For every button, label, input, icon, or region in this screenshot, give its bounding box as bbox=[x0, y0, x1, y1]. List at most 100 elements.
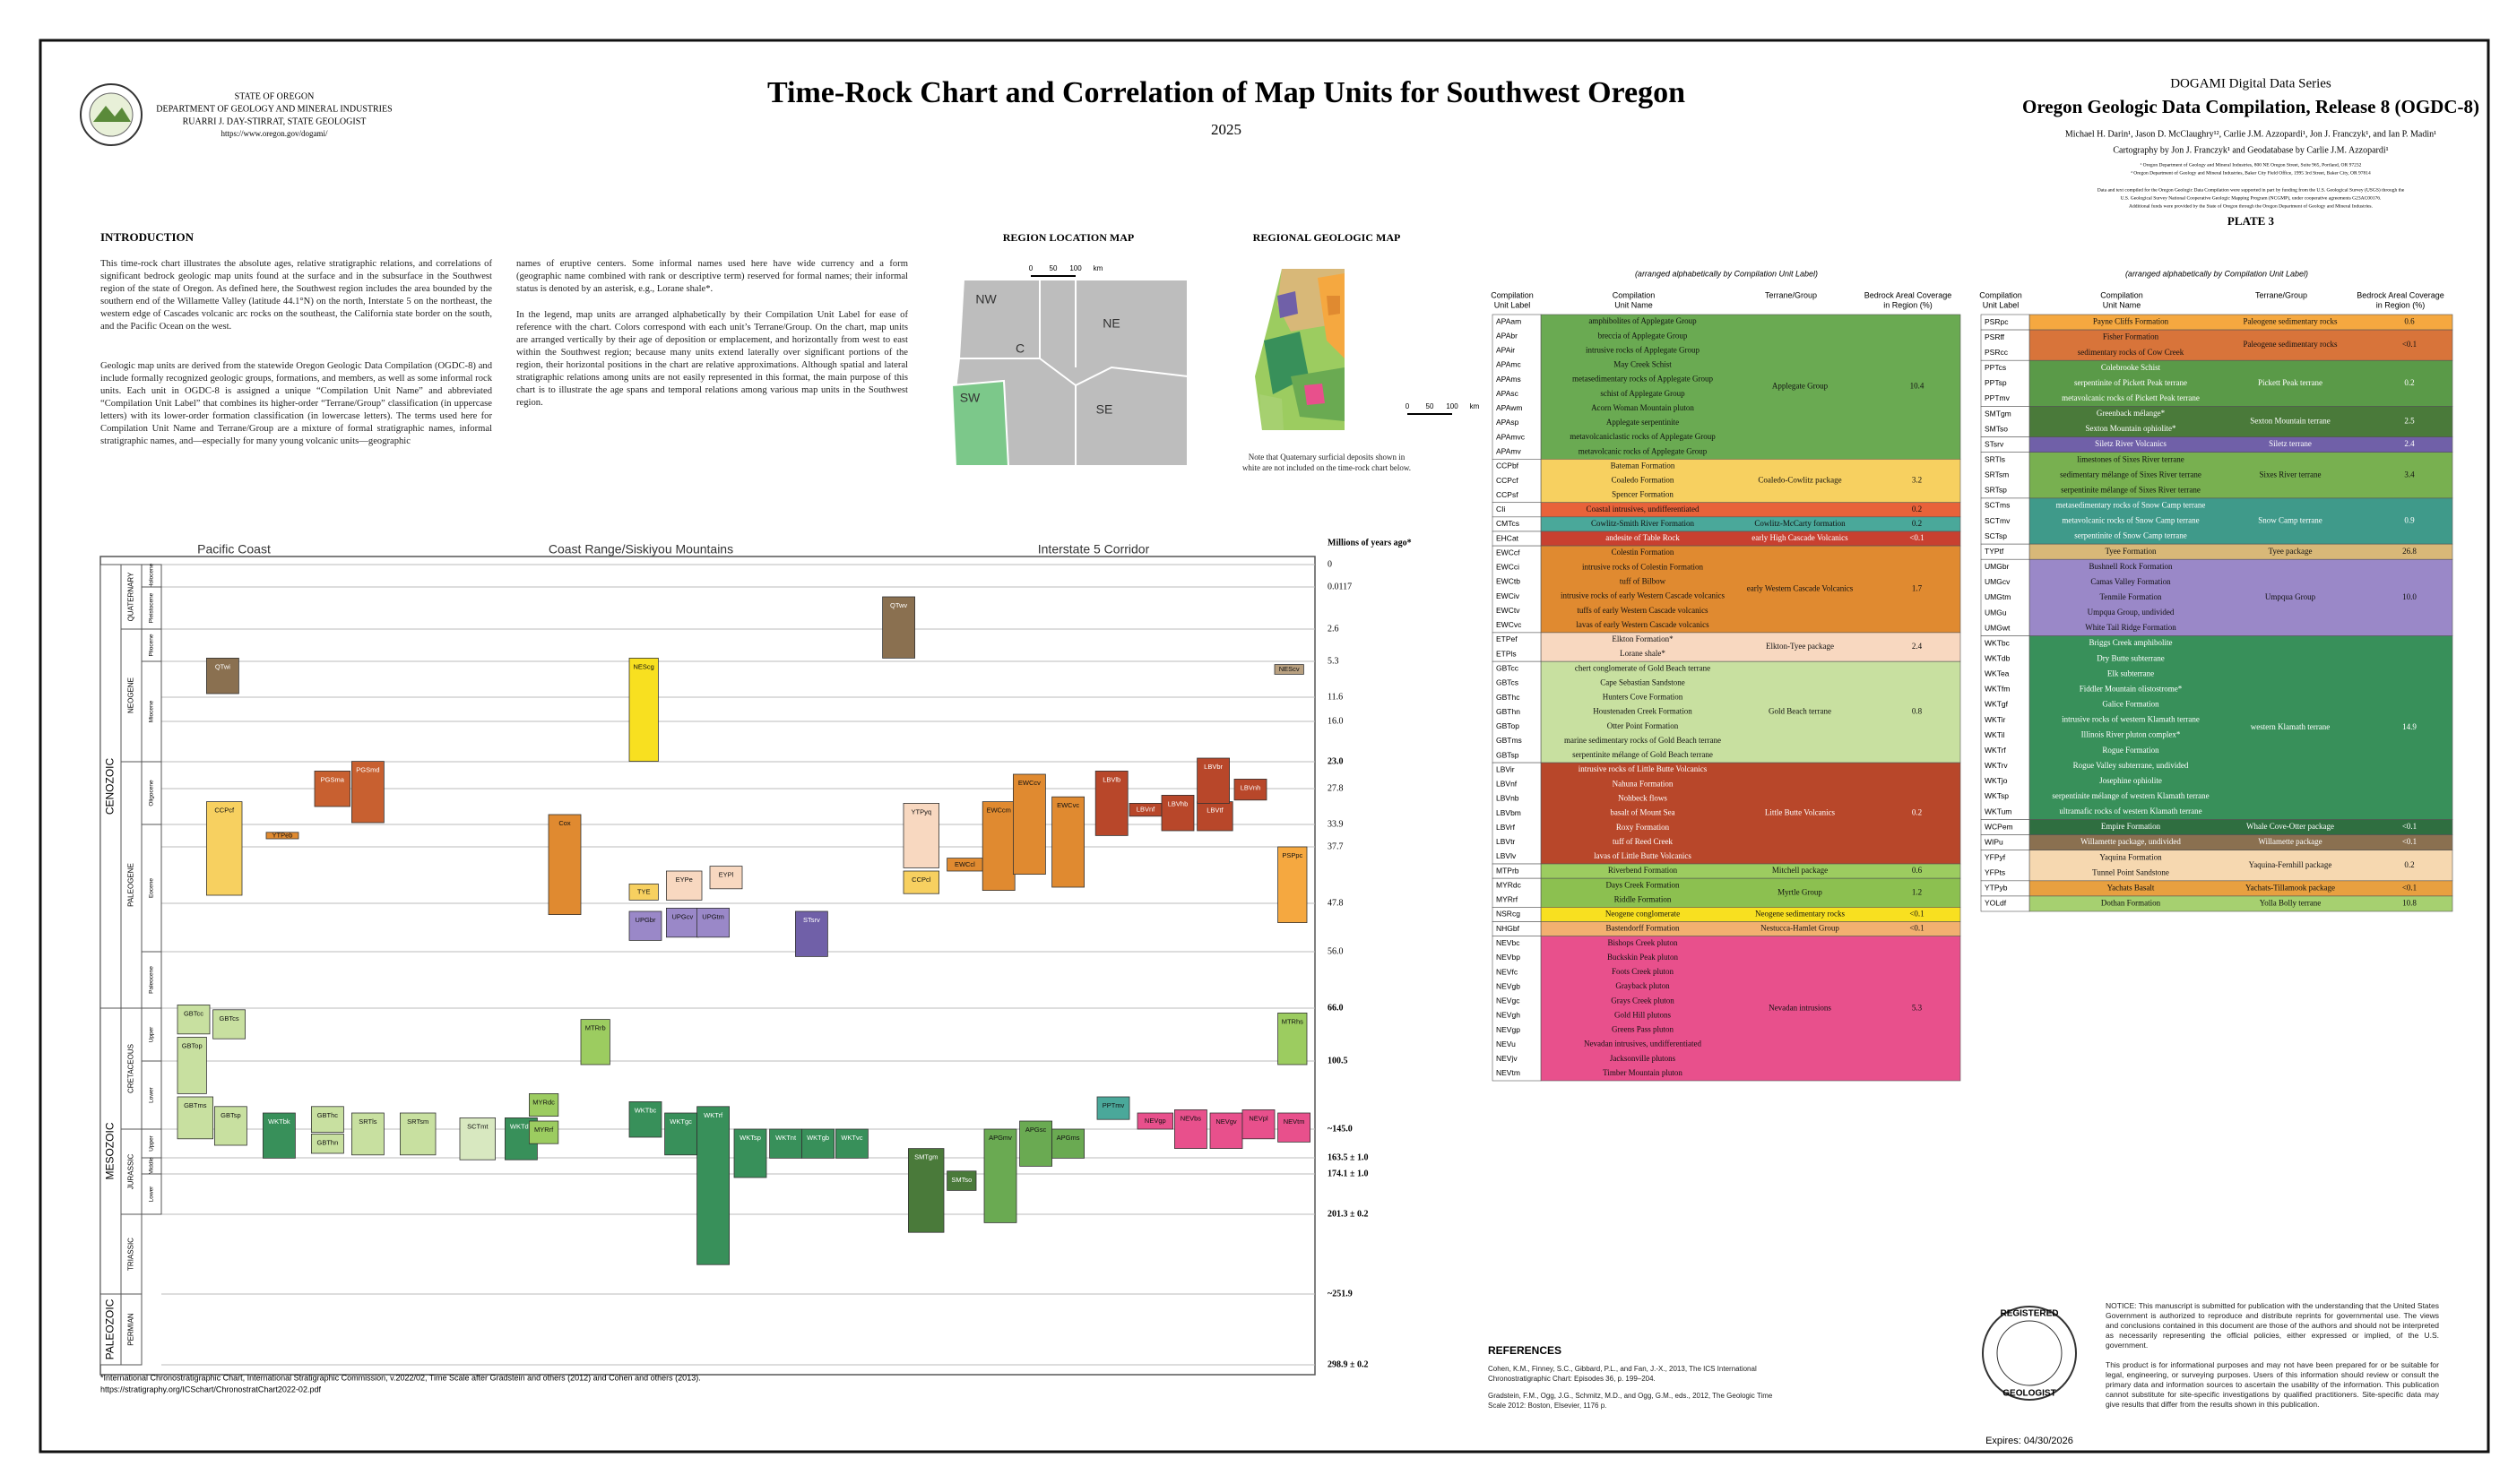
period-label: PALEOGENE bbox=[127, 863, 135, 907]
unit-code: NEVbp bbox=[1496, 953, 1520, 962]
coverage: 10.4 bbox=[1910, 382, 1925, 391]
unit-label: CCPcf bbox=[214, 807, 235, 815]
terrane-name: Nevadan intrusions bbox=[1769, 1003, 1831, 1012]
unit-box bbox=[310, 1134, 344, 1154]
unit-name: marine sedimentary rocks of Gold Beach t… bbox=[1564, 736, 1721, 745]
unit-name: intrusive rocks of Little Butte Volcanic… bbox=[1579, 764, 1708, 773]
legend-group bbox=[2028, 850, 2453, 882]
age-label: 163.5 ± 1.0 bbox=[1328, 1152, 1369, 1162]
unit-box bbox=[709, 866, 743, 890]
age-label: 11.6 bbox=[1328, 692, 1343, 702]
unit-name: Fisher Formation bbox=[2103, 332, 2159, 341]
unit-box bbox=[262, 1112, 296, 1159]
unit-name: Tyee Formation bbox=[2105, 547, 2157, 556]
unit-box bbox=[212, 1009, 247, 1040]
legend-group bbox=[1540, 660, 1961, 764]
unit-box bbox=[310, 1106, 344, 1134]
location-map bbox=[950, 275, 1189, 467]
unit-name: Buckskin Peak pluton bbox=[1607, 953, 1678, 962]
terrane-name: Mitchell package bbox=[1772, 866, 1828, 875]
unit-box bbox=[982, 801, 1016, 891]
coverage: 1.2 bbox=[1912, 887, 1922, 896]
unit-code: TYPtf bbox=[1985, 547, 2004, 556]
period-label: JURASSIC bbox=[127, 1153, 135, 1189]
unit-name: Galice Formation bbox=[2102, 700, 2159, 709]
age-label: 47.8 bbox=[1328, 898, 1344, 908]
unit-name: metavolcanic rocks of Snow Camp terrane bbox=[2062, 516, 2199, 525]
unit-box bbox=[983, 1128, 1017, 1223]
terrane-name: Yaquina-Fernhill package bbox=[2249, 860, 2332, 869]
terrane-name: early High Cascade Volcanics bbox=[1752, 533, 1848, 542]
expiry: Expires: 04/30/2026 bbox=[1985, 1436, 2073, 1446]
unit-name: intrusive rocks of Colestin Formation bbox=[1582, 562, 1703, 571]
unit-code: WKTrv bbox=[1985, 761, 2008, 770]
unit-box bbox=[350, 1112, 385, 1156]
unit-name: Colestin Formation bbox=[1612, 548, 1674, 556]
unit-code: NEVgp bbox=[1496, 1025, 1520, 1034]
unit-name: intrusive rocks of early Western Cascade… bbox=[1561, 591, 1726, 600]
legend-group bbox=[1540, 632, 1961, 662]
unit-name: Gold Hill plutons bbox=[1614, 1010, 1672, 1019]
unit-name: Tenmile Formation bbox=[2099, 592, 2162, 601]
unit-code: SCTsp bbox=[1985, 531, 2007, 540]
unit-box bbox=[205, 658, 239, 695]
legend-header: Compilation bbox=[1979, 290, 2022, 299]
unit-code: EWCtb bbox=[1496, 577, 1520, 586]
unit-code: MYRdc bbox=[1496, 880, 1522, 889]
unit-label: PSPpc bbox=[1282, 851, 1302, 859]
unit-code: MYRrf bbox=[1496, 895, 1518, 904]
unit-box bbox=[801, 1128, 835, 1159]
seal-text: REGISTERED bbox=[2000, 1309, 2058, 1319]
unit-name: serpentinite mélange of western Klamath … bbox=[2052, 791, 2209, 800]
legend-label-cell bbox=[1980, 850, 2030, 882]
unit-name: serpentinite mélange of Sixes River terr… bbox=[2061, 485, 2201, 494]
unit-name: sedimentary rocks of Cow Creek bbox=[2078, 348, 2184, 357]
unit-name: Fiddler Mountain olistostrome* bbox=[2080, 684, 2183, 693]
coverage: 26.8 bbox=[2402, 547, 2417, 556]
unit-box bbox=[628, 1101, 662, 1138]
age-label: 5.3 bbox=[1328, 656, 1339, 666]
age-label: 0.0117 bbox=[1328, 582, 1352, 591]
terrane-name: Paleogene sedimentary rocks bbox=[2244, 340, 2338, 349]
header-note: U.S. Geological Survey National Cooperat… bbox=[2121, 194, 2382, 201]
unit-box bbox=[548, 814, 582, 915]
unit-name: intrusive rocks of Applegate Group bbox=[1586, 345, 1700, 354]
epoch-label: Pleistocene bbox=[149, 592, 155, 623]
unit-code: EWCci bbox=[1496, 563, 1519, 572]
terrane-name: Paleogene sedimentary rocks bbox=[2244, 317, 2338, 326]
unit-code: EWCiv bbox=[1496, 591, 1520, 600]
unit-name: Josephine ophiolite bbox=[2099, 776, 2162, 785]
agency-line: DEPARTMENT OF GEOLOGY AND MINERAL INDUST… bbox=[156, 104, 392, 114]
terrane-name: Umpqua Group bbox=[2265, 592, 2316, 601]
unit-label: APGmv bbox=[989, 1134, 1012, 1142]
unit-label: UPGtm bbox=[702, 912, 724, 920]
terrane-name: Yachats-Tillamook package bbox=[2245, 883, 2335, 892]
unit-code: NHGbf bbox=[1496, 924, 1520, 933]
legend-group bbox=[2028, 359, 2453, 407]
unit-code: CCPsf bbox=[1496, 490, 1518, 499]
unit-code: PPTsp bbox=[1985, 378, 2007, 387]
legend-label-cell bbox=[1980, 406, 2030, 437]
unit-name: Greenback mélange* bbox=[2097, 409, 2166, 418]
unit-name: sedimentary mélange of Sixes River terra… bbox=[2060, 470, 2201, 479]
notice: NOTICE: This manuscript is submitted for… bbox=[2106, 1301, 2439, 1350]
unit-box bbox=[1096, 1096, 1130, 1120]
unit-code: GBTcc bbox=[1496, 663, 1519, 672]
unit-code: APAam bbox=[1496, 316, 1521, 325]
age-label: 23.0 bbox=[1328, 756, 1344, 766]
unit-name: Coastal intrusives, undifferentiated bbox=[1586, 505, 1700, 513]
unit-box bbox=[908, 1148, 945, 1233]
unit-code: CMTcs bbox=[1496, 519, 1519, 528]
legend-group bbox=[2028, 329, 2453, 361]
unit-name: ultramafic rocks of western Klamath terr… bbox=[2059, 807, 2201, 815]
legend-header: in Region (%) bbox=[2376, 300, 2426, 309]
unit-name: lavas of early Western Cascade volcanics bbox=[1576, 620, 1709, 629]
legend-group bbox=[1540, 314, 1961, 460]
unit-name: serpentinite mélange of Gold Beach terra… bbox=[1572, 750, 1713, 759]
unit-label: WKTgb bbox=[807, 1134, 829, 1142]
unit-name: tuff of Bilbow bbox=[1620, 577, 1666, 586]
unit-label: NEVpl bbox=[1249, 1114, 1268, 1122]
unit-name: Houstenaden Creek Formation bbox=[1593, 707, 1692, 716]
